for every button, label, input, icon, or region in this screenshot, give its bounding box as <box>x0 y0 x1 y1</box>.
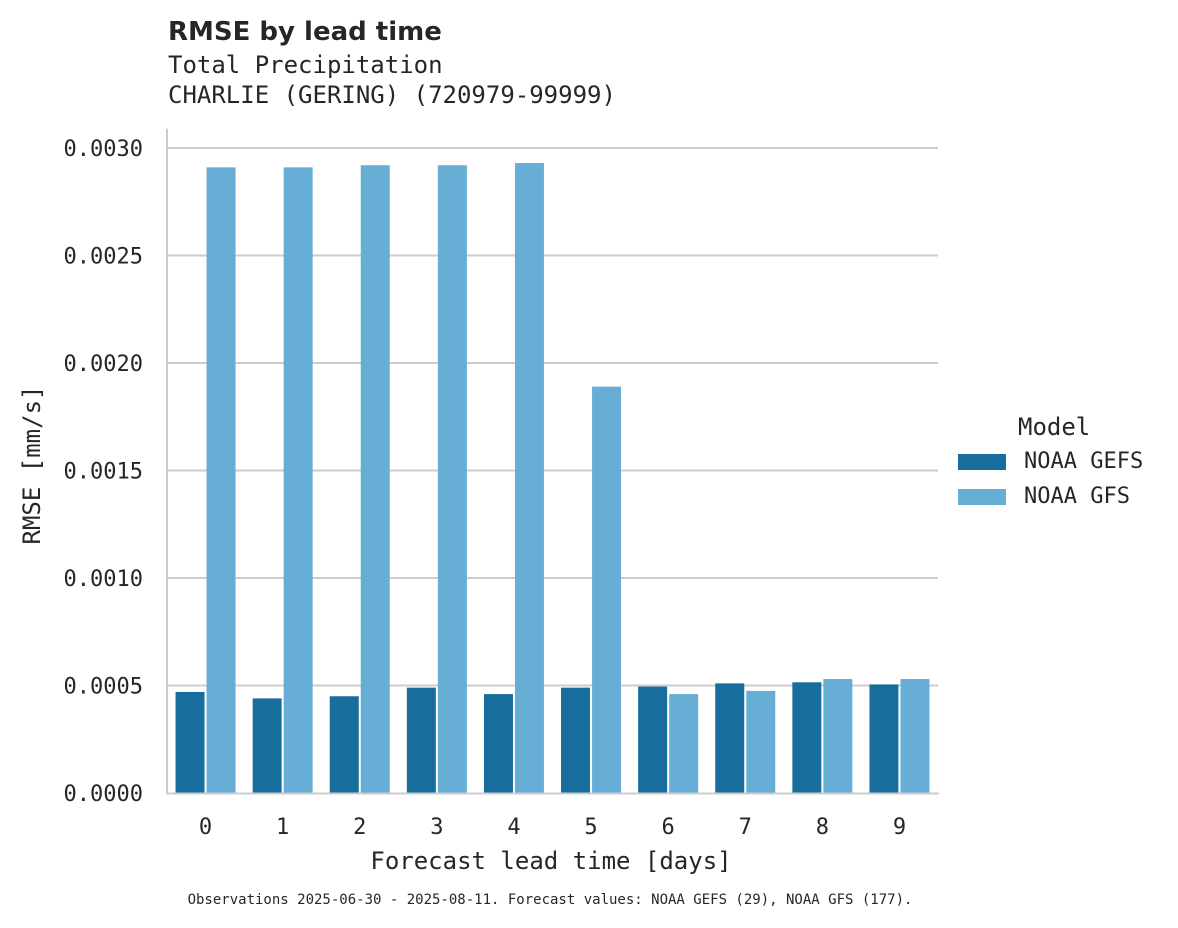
bar-gefs-1 <box>252 698 282 793</box>
bar-gfs-4 <box>514 163 544 794</box>
x-tick-label: 9 <box>893 815 906 840</box>
bar-gefs-4 <box>483 694 513 793</box>
y-tick-label: 0.0015 <box>64 460 143 485</box>
bar-gefs-5 <box>561 687 591 793</box>
x-tick-label: 1 <box>276 815 289 840</box>
bar-gefs-9 <box>869 684 899 793</box>
legend-item-gfs: NOAA GFS <box>958 479 1168 514</box>
bar-gfs-0 <box>206 167 236 794</box>
y-axis-label: RMSE [mm/s] <box>18 386 46 545</box>
y-tick-label: 0.0000 <box>64 782 143 807</box>
bar-gefs-7 <box>715 683 745 793</box>
bar-gfs-5 <box>592 386 622 793</box>
legend-title: Model <box>1018 413 1091 441</box>
x-tick-label: 7 <box>739 815 752 840</box>
bar-gefs-8 <box>792 682 822 793</box>
x-tick-label: 6 <box>662 815 675 840</box>
x-axis-label: Forecast lead time [days] <box>370 847 731 875</box>
chart-footnote: Observations 2025-06-30 - 2025-08-11. Fo… <box>187 892 913 908</box>
y-tick-label: 0.0030 <box>64 137 143 162</box>
legend-item-gefs: NOAA GEFS <box>958 444 1168 479</box>
x-tick-label: 2 <box>353 815 366 840</box>
legend-swatch-gefs <box>958 453 1006 470</box>
x-tick-label: 4 <box>507 815 520 840</box>
bar-gfs-3 <box>437 165 467 793</box>
chart-subtitle: Total Precipitation CHARLIE (GERING) (72… <box>168 50 616 110</box>
chart-title: RMSE by lead time <box>168 17 442 47</box>
y-tick-labels: 0.0000 0.0005 0.0010 0.0015 0.0020 0.0025 0.00… <box>64 137 143 807</box>
subtitle-variable: Total Precipitation <box>168 51 443 79</box>
bar-gfs-8 <box>823 679 853 793</box>
x-tick-label: 3 <box>430 815 443 840</box>
bar-gefs-0 <box>175 691 205 793</box>
y-tick-label: 0.0020 <box>64 352 143 377</box>
y-tick-label: 0.0010 <box>64 567 143 592</box>
x-tick-label: 5 <box>584 815 597 840</box>
legend-label-gfs: NOAA GFS <box>1024 484 1130 509</box>
bar-gefs-6 <box>638 686 668 793</box>
subtitle-station: CHARLIE (GERING) (720979-99999) <box>168 81 616 109</box>
bar-gfs-7 <box>746 690 776 793</box>
bar-gfs-2 <box>360 165 390 793</box>
axes <box>166 128 939 795</box>
x-tick-label: 0 <box>199 815 212 840</box>
gridlines <box>167 147 938 687</box>
bar-gefs-3 <box>406 687 436 793</box>
y-tick-label: 0.0025 <box>64 245 143 270</box>
legend: Model NOAA GEFS NOAA GFS <box>958 410 1168 514</box>
x-tick-label: 8 <box>816 815 829 840</box>
legend-swatch-gfs <box>958 488 1006 505</box>
legend-label-gefs: NOAA GEFS <box>1024 449 1144 474</box>
bar-gfs-6 <box>669 694 699 793</box>
y-tick-label: 0.0005 <box>64 675 143 700</box>
bar-gfs-9 <box>900 679 930 793</box>
bars <box>175 163 930 794</box>
bar-gefs-2 <box>329 696 359 793</box>
x-tick-labels: 0 1 2 3 4 5 6 7 8 9 <box>199 815 906 840</box>
bar-gfs-1 <box>283 167 313 794</box>
